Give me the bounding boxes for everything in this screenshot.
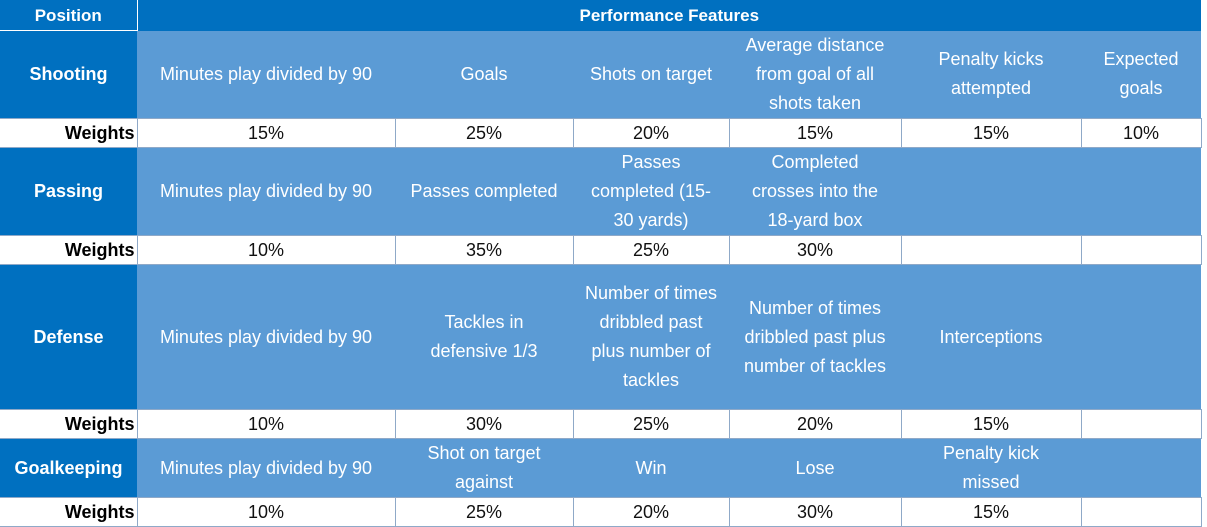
feature-cell: Penalty kicks attempted <box>901 30 1081 119</box>
feature-cell: Minutes play divided by 90 <box>137 147 395 236</box>
shooting-weights-row: Weights 15% 25% 20% 15% 15% 10% <box>0 118 1202 148</box>
feature-cell: Minutes play divided by 90 <box>137 264 395 410</box>
weight-cell: 25% <box>394 497 574 527</box>
feature-cell <box>1081 438 1202 498</box>
feature-cell: Shots on target <box>573 30 729 119</box>
goalkeeping-features-row: Goalkeeping Minutes play divided by 90 S… <box>0 438 1202 498</box>
weight-cell <box>1080 409 1202 439</box>
defense-features-row: Defense Minutes play divided by 90 Tackl… <box>0 264 1202 410</box>
weight-cell: 20% <box>572 497 730 527</box>
weight-cell: 20% <box>728 409 902 439</box>
feature-cell: Completed crosses into the 18-yard box <box>729 147 901 236</box>
weight-cell: 15% <box>728 118 902 148</box>
feature-cell: Passes completed <box>395 147 573 236</box>
feature-cell <box>1081 147 1202 236</box>
weight-cell: 15% <box>900 118 1082 148</box>
feature-cell: Win <box>573 438 729 498</box>
weight-cell <box>1080 235 1202 265</box>
weight-cell <box>1080 497 1202 527</box>
passing-weights-row: Weights 10% 35% 25% 30% <box>0 235 1202 265</box>
feature-cell: Interceptions <box>901 264 1081 410</box>
feature-cell: Expected goals <box>1081 30 1202 119</box>
weight-cell: 30% <box>728 497 902 527</box>
goalkeeping-weights-row: Weights 10% 25% 20% 30% 15% <box>0 497 1202 527</box>
feature-cell: Minutes play divided by 90 <box>137 30 395 119</box>
weight-cell <box>900 235 1082 265</box>
weight-cell: 15% <box>136 118 396 148</box>
feature-cell: Number of times dribbled past plus numbe… <box>573 264 729 410</box>
weight-cell: 30% <box>394 409 574 439</box>
weight-cell: 20% <box>572 118 730 148</box>
weight-cell: 25% <box>572 235 730 265</box>
performance-features-header: Performance Features <box>136 0 1202 31</box>
weights-label: Weights <box>0 497 138 527</box>
category-goalkeeping: Goalkeeping <box>0 438 137 498</box>
weight-cell: 15% <box>900 409 1082 439</box>
weight-cell: 25% <box>572 409 730 439</box>
feature-cell: Number of times dribbled past plus numbe… <box>729 264 901 410</box>
feature-cell: Minutes play divided by 90 <box>137 438 395 498</box>
passing-features-row: Passing Minutes play divided by 90 Passe… <box>0 147 1202 236</box>
defense-weights-row: Weights 10% 30% 25% 20% 15% <box>0 409 1202 439</box>
feature-cell: Average distance from goal of all shots … <box>729 30 901 119</box>
feature-cell: Goals <box>395 30 573 119</box>
weight-cell: 25% <box>394 118 574 148</box>
category-passing: Passing <box>0 147 137 236</box>
feature-cell <box>1081 264 1202 410</box>
weight-cell: 10% <box>136 497 396 527</box>
feature-cell <box>901 147 1081 236</box>
weights-label: Weights <box>0 118 138 148</box>
shooting-features-row: Shooting Minutes play divided by 90 Goal… <box>0 30 1202 119</box>
weight-cell: 30% <box>728 235 902 265</box>
feature-cell: Penalty kick missed <box>901 438 1081 498</box>
category-shooting: Shooting <box>0 30 137 119</box>
weights-label: Weights <box>0 409 138 439</box>
weight-cell: 35% <box>394 235 574 265</box>
position-header: Position <box>0 0 137 31</box>
weight-cell: 10% <box>1080 118 1202 148</box>
feature-cell: Lose <box>729 438 901 498</box>
weight-cell: 10% <box>136 235 396 265</box>
category-defense: Defense <box>0 264 137 410</box>
weight-cell: 15% <box>900 497 1082 527</box>
weights-label: Weights <box>0 235 138 265</box>
feature-cell: Tackles in defensive 1/3 <box>395 264 573 410</box>
header-row: Position Performance Features <box>0 0 1202 31</box>
weight-cell: 10% <box>136 409 396 439</box>
feature-cell: Passes completed (15-30 yards) <box>573 147 729 236</box>
feature-cell: Shot on target against <box>395 438 573 498</box>
